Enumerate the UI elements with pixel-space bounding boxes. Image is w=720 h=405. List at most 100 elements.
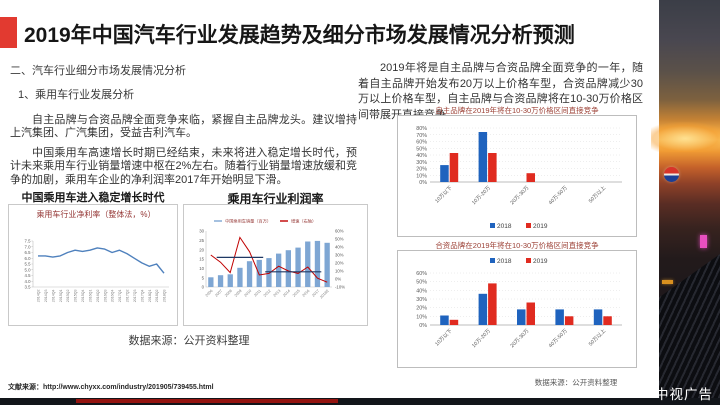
joint-venture-bar-svg: 0% 10% 20% 30% 40% 50% 60% 10万以下 10万-20万 20万-30万 4…	[416, 258, 622, 349]
svg-text:2016Q3: 2016Q3	[103, 290, 107, 303]
reference-url: 文献来源：http://www.chyxx.com/industry/20190…	[8, 384, 214, 391]
svg-text:70%: 70%	[416, 133, 427, 139]
own-brand-bar-chart: 0% 10% 20% 30% 40% 50% 60% 70% 80% 10万以下 10万-20万 20…	[397, 115, 637, 237]
svg-text:10万以下: 10万以下	[434, 327, 454, 347]
svg-text:2013: 2013	[273, 289, 282, 298]
svg-text:5.5: 5.5	[25, 262, 32, 267]
svg-text:10万-20万: 10万-20万	[470, 184, 492, 206]
svg-text:40%: 40%	[416, 288, 427, 294]
page-title: 2019年中国汽车行业发展趋势及细分市场发展情况分析预测	[24, 24, 575, 47]
svg-text:2017: 2017	[311, 289, 320, 298]
bottom-red-band	[76, 399, 338, 403]
svg-text:中国乘用车销量（百万）: 中国乘用车销量（百万）	[225, 218, 271, 225]
sales-growth-combo-chart: 0 5 10 15 20 25 30 60% 50% 40% 30% 20% 10% 0% -10% 中国乘用…	[183, 204, 368, 326]
svg-text:80%: 80%	[416, 126, 427, 132]
svg-text:50%: 50%	[416, 146, 427, 152]
svg-text:60%: 60%	[416, 271, 427, 277]
combo-chart-title: 乘用车行业利润率	[227, 192, 324, 206]
svg-text:60%: 60%	[416, 140, 427, 146]
left-paragraph-1: 自主品牌与合资品牌全面竞争来临，紧握自主品牌龙头。建议增持上汽集团、广汽集团，受…	[10, 113, 357, 140]
svg-text:2014: 2014	[282, 289, 291, 298]
svg-text:10%: 10%	[335, 269, 344, 274]
own-brand-chart-title: 自主品牌在2019年将在10-30万价格区间直接竞争	[435, 106, 599, 115]
net-margin-line-chart: 乘用车行业净利率（整体法，%） 7.5 7.0 6.5 6.0 5.5 5.0 4.5 4.0…	[8, 204, 178, 326]
sales-growth-combo-svg: 0 5 10 15 20 25 30 60% 50% 40% 30% 20% 10% 0% -10% 中国乘用…	[199, 218, 345, 300]
svg-text:2018E: 2018E	[319, 289, 330, 300]
svg-text:2014Q3: 2014Q3	[44, 290, 48, 303]
svg-text:2017Q2: 2017Q2	[126, 290, 130, 303]
svg-text:20%: 20%	[416, 306, 427, 312]
svg-text:2015: 2015	[292, 289, 301, 298]
svg-text:2011: 2011	[253, 289, 262, 298]
round-billboard	[664, 167, 679, 182]
svg-text:2008: 2008	[224, 289, 233, 298]
svg-text:2016Q1: 2016Q1	[88, 290, 92, 303]
svg-text:40万-50万: 40万-50万	[547, 327, 569, 349]
svg-text:0%: 0%	[419, 323, 427, 329]
svg-text:2019: 2019	[533, 223, 548, 230]
joint-venture-bar-chart: 0% 10% 20% 30% 40% 50% 60% 10万以下 10万-20万 20万-30万 4…	[397, 250, 637, 368]
left-source-note: 数据来源：公开资料整理	[128, 335, 250, 347]
neon-sign	[700, 235, 707, 248]
svg-text:2014Q2: 2014Q2	[37, 290, 41, 303]
svg-text:7.0: 7.0	[25, 244, 32, 249]
svg-text:0: 0	[202, 285, 205, 290]
svg-text:2015Q1: 2015Q1	[59, 290, 63, 303]
window-lights	[662, 280, 673, 284]
watermark-text: 中视广告	[655, 387, 713, 402]
sunset-glow	[651, 122, 720, 152]
svg-text:40万-50万: 40万-50万	[547, 184, 569, 206]
svg-text:40%: 40%	[416, 153, 427, 159]
svg-text:6.0: 6.0	[25, 256, 32, 261]
svg-text:2015Q3: 2015Q3	[74, 290, 78, 303]
line-chart-inner-title: 乘用车行业净利率（整体法，%）	[36, 210, 156, 219]
svg-text:4.0: 4.0	[25, 279, 32, 284]
svg-text:5.0: 5.0	[25, 267, 32, 272]
svg-text:6.5: 6.5	[25, 250, 32, 255]
svg-text:-10%: -10%	[335, 285, 345, 290]
svg-text:30%: 30%	[416, 297, 427, 303]
svg-text:25: 25	[199, 238, 204, 243]
svg-text:10万-20万: 10万-20万	[470, 327, 492, 349]
svg-text:20%: 20%	[416, 167, 427, 173]
svg-text:2015Q4: 2015Q4	[81, 290, 85, 303]
svg-text:增速（右轴）: 增速（右轴）	[291, 218, 316, 225]
svg-text:2017Q3: 2017Q3	[133, 290, 137, 303]
svg-text:3.5: 3.5	[25, 285, 32, 290]
svg-text:10: 10	[199, 266, 204, 271]
svg-text:10%: 10%	[416, 173, 427, 179]
svg-text:2014Q4: 2014Q4	[51, 290, 55, 303]
svg-text:2016Q4: 2016Q4	[111, 290, 115, 303]
svg-text:2015Q2: 2015Q2	[66, 290, 70, 303]
svg-text:10万以下: 10万以下	[434, 184, 454, 204]
svg-text:2019: 2019	[533, 258, 548, 265]
svg-text:2016Q2: 2016Q2	[96, 290, 100, 303]
svg-text:20万-30万: 20万-30万	[509, 184, 531, 206]
left-column: 二、汽车行业细分市场发展情况分析 1、乘用车行业发展分析 自主品牌与合资品牌全面…	[10, 64, 357, 194]
svg-text:50%: 50%	[335, 237, 344, 242]
city-photo-strip	[651, 0, 720, 399]
svg-text:2018Q1: 2018Q1	[148, 290, 152, 303]
svg-text:2007: 2007	[214, 289, 223, 298]
svg-text:2017Q4: 2017Q4	[140, 290, 144, 303]
own-brand-bar-svg: 0%10%20%30%40%50%60%70%80% 10万以下 10万-20万 20…	[416, 126, 622, 230]
svg-text:30%: 30%	[335, 253, 344, 258]
skyscraper-silhouette	[659, 254, 720, 399]
svg-text:15: 15	[199, 257, 204, 262]
svg-text:40%: 40%	[335, 245, 344, 250]
svg-text:2017Q1: 2017Q1	[118, 290, 122, 303]
svg-text:20%: 20%	[335, 261, 344, 266]
svg-text:50万以上: 50万以上	[586, 327, 607, 348]
svg-text:2010: 2010	[244, 289, 253, 298]
svg-text:2006: 2006	[205, 289, 214, 298]
line-chart-title: 中国乘用车进入稳定增长时代	[21, 192, 165, 204]
svg-text:30%: 30%	[416, 160, 427, 166]
svg-text:2012: 2012	[263, 289, 272, 298]
svg-text:20: 20	[199, 247, 204, 252]
svg-text:0%: 0%	[335, 277, 341, 282]
svg-text:0%: 0%	[419, 180, 427, 186]
svg-text:2018: 2018	[497, 223, 512, 230]
svg-text:60%: 60%	[335, 229, 344, 234]
